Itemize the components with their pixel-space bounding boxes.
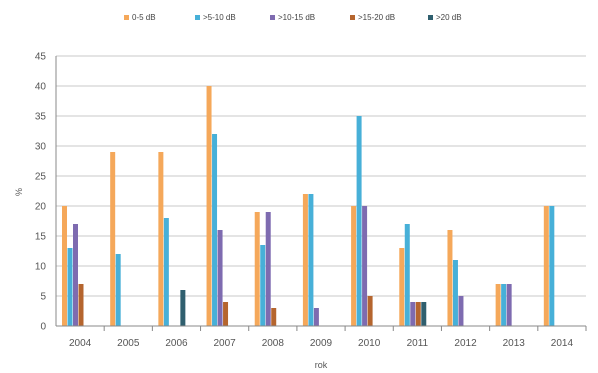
bar [158, 152, 164, 326]
legend-label: 0-5 dB [132, 13, 156, 22]
axes [55, 56, 587, 331]
y-axis-label: % [14, 188, 24, 196]
legend-swatch [428, 15, 433, 20]
y-tick-labels: 0 5 10 15 20 25 30 35 40 45 [35, 52, 47, 333]
bar [399, 248, 405, 326]
legend-swatch [350, 15, 355, 20]
bar [110, 152, 116, 326]
bar [543, 206, 549, 326]
bar [421, 302, 427, 326]
x-tick-labels: 2004 2005 2006 2007 2008 2009 2010 2011 2012 2013… [69, 338, 574, 349]
y-tick-label: 10 [35, 262, 47, 273]
legend-label: >20 dB [436, 13, 462, 22]
y-tick-label: 30 [35, 142, 47, 153]
legend: 0-5 dB >5-10 dB >10-15 dB >15-20 dB >20 dB [124, 13, 462, 22]
bar [73, 224, 78, 326]
bar [549, 206, 555, 326]
bars [62, 86, 555, 326]
bar [212, 134, 218, 326]
y-tick-label: 35 [35, 112, 47, 123]
bar [67, 248, 73, 326]
bar [501, 284, 507, 326]
legend-label: >15-20 dB [358, 13, 395, 22]
y-tick-label: 45 [35, 52, 47, 63]
bar [506, 284, 512, 326]
bar [62, 206, 67, 326]
y-tick-label: 20 [35, 202, 47, 213]
x-tick-label: 2010 [358, 338, 381, 349]
bar [78, 284, 84, 326]
x-axis-label: rok [315, 360, 328, 370]
bar [302, 194, 308, 326]
bar [115, 254, 121, 326]
x-tick-label: 2011 [407, 338, 429, 349]
legend-swatch [195, 15, 200, 20]
legend-swatch [270, 15, 275, 20]
y-tick-label: 15 [35, 232, 47, 243]
bar [447, 230, 453, 326]
bar [362, 206, 368, 326]
grid-lines [56, 55, 586, 297]
bar [223, 302, 229, 326]
x-tick-label: 2009 [310, 338, 333, 349]
legend-label: >5-10 dB [203, 13, 236, 22]
bar [308, 194, 314, 326]
bar [163, 218, 169, 326]
bar [313, 308, 319, 326]
bar [415, 302, 421, 326]
y-tick-label: 40 [35, 82, 47, 93]
y-tick-label: 5 [40, 292, 46, 303]
bar [452, 260, 458, 326]
bar [367, 296, 373, 326]
x-tick-label: 2006 [165, 338, 188, 349]
bar [356, 116, 362, 326]
bar [404, 224, 410, 326]
bar [217, 230, 223, 326]
x-tick-label: 2013 [503, 338, 526, 349]
y-tick-label: 0 [40, 322, 46, 333]
bar [495, 284, 501, 326]
bar [271, 308, 277, 326]
x-tick-label: 2012 [454, 338, 477, 349]
bar [410, 302, 416, 326]
bar [260, 245, 266, 326]
bar [180, 290, 186, 326]
x-tick-label: 2008 [262, 338, 285, 349]
bar [206, 86, 212, 326]
bar [265, 212, 271, 326]
y-tick-label: 25 [35, 172, 47, 183]
x-tick-label: 2014 [551, 338, 574, 349]
bar [351, 206, 357, 326]
x-tick-label: 2005 [117, 338, 140, 349]
legend-swatch [124, 15, 129, 20]
legend-label: >10-15 dB [278, 13, 315, 22]
x-tick-label: 2004 [69, 338, 92, 349]
bar [254, 212, 260, 326]
x-tick-label: 2007 [214, 338, 237, 349]
bar [458, 296, 464, 326]
